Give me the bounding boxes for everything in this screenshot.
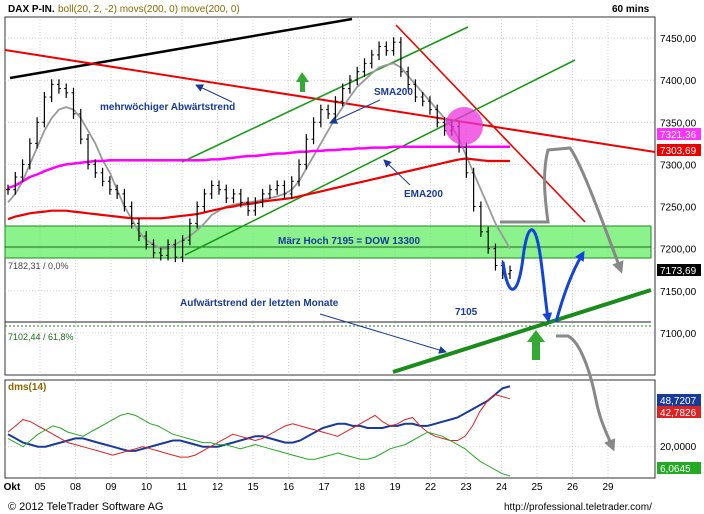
x-axis: Okt 05 08 09 10 11 12 15 16 17 18 19 22 23 24 25 26 29: [4, 482, 614, 493]
ema200-line: [7, 157, 510, 221]
support-zone: [4, 225, 652, 259]
blue-projection-path: [501, 228, 553, 323]
price-y-tick: 7150,00: [660, 287, 697, 298]
sma200-label: SMA200: [374, 87, 413, 98]
x-tick-label: 09: [105, 482, 117, 493]
green-channel-upper: [181, 26, 469, 163]
x-tick-label: 23: [460, 482, 472, 493]
x-tick-label: 29: [602, 482, 614, 493]
zone-label: März Hoch 7195 = DOW 13300: [278, 236, 420, 247]
price-y-tick: 7450,00: [660, 34, 697, 45]
last-price-tag-text: 7173,69: [660, 266, 697, 277]
uptrend-pointer: [319, 313, 447, 354]
x-tick-label: 15: [247, 482, 259, 493]
x-tick-label: 05: [34, 482, 46, 493]
x-tick-label: 25: [531, 482, 543, 493]
dms-di-minus-line: [7, 412, 511, 477]
x-tick-label: 10: [141, 482, 153, 493]
sma200-pointer: [329, 99, 381, 124]
source-url[interactable]: http://professional.teletrader.com/: [504, 502, 652, 513]
price-y-tick: 7200,00: [660, 245, 697, 256]
dms-green-tag: 6,0645: [657, 462, 701, 475]
price-y-tick: 7350,00: [660, 118, 697, 129]
x-tick-label: 22: [425, 482, 437, 493]
instrument-label: DAX P-IN.: [8, 4, 55, 15]
x-tick-label: 19: [389, 482, 401, 493]
indicators-label: boll(20, 2, -2) movs(200, 0) move(200, 0…: [58, 4, 240, 15]
price-y-tick: 7400,00: [660, 76, 697, 87]
black-trend-line: [9, 17, 353, 80]
bollinger-line: [7, 62, 511, 250]
dms-blue-tag: 48,7207: [657, 394, 701, 407]
green-uptrend-line: [392, 288, 652, 374]
price-y-tick: 7100,00: [660, 329, 697, 340]
sma-price-tag: 7321,36: [657, 128, 701, 141]
green-up-arrow-small: [296, 72, 309, 92]
price-y-tick: 7300,00: [660, 160, 697, 171]
dms-tick-20: 20,0000: [660, 442, 697, 453]
x-tick-label: 24: [496, 482, 508, 493]
x-tick-label: 16: [283, 482, 295, 493]
price-y-axis: 7450,00 7400,00 7350,00 7300,00 7250,00 7200,…: [660, 34, 697, 340]
x-tick-label: 18: [354, 482, 366, 493]
fib-label-0: 7182,31 / 0,0%: [8, 261, 69, 271]
ema-price-tag: 7303,69: [657, 144, 701, 157]
ema200-pointer: [383, 159, 411, 186]
ema200-label: EMA200: [404, 189, 443, 200]
level-7105-label: 7105: [455, 307, 478, 318]
sma-price-tag-text: 7321,36: [660, 130, 697, 141]
gray-projection-upper: [500, 146, 624, 274]
x-tick-label: 11: [177, 482, 188, 493]
blue-projection-up: [554, 250, 585, 323]
gray-projection-lower: [556, 334, 616, 452]
x-tick-label: 17: [318, 482, 330, 493]
last-price-tag: 7173,69: [657, 264, 701, 277]
dms-blue-tag-text: 48,7207: [660, 396, 697, 407]
green-channel-mid: [184, 59, 576, 256]
sma200-line: [7, 145, 510, 190]
crossover-highlight: [445, 107, 483, 145]
downtrend-label: mehrwöchiger Abwärtstrend: [100, 102, 235, 113]
dms-red-tag: 42,7826: [657, 406, 701, 419]
copyright-text: © 2012 TeleTrader Software AG: [8, 501, 163, 513]
red-downtrend-line: [5, 49, 655, 153]
dms-red-tag-text: 42,7826: [660, 408, 697, 419]
uptrend-label: Aufwärtstrend der letzten Monate: [180, 298, 339, 309]
dms-di-plus-line: [7, 394, 511, 458]
dms-adx-line: [7, 385, 511, 452]
x-tick-label: 26: [567, 482, 579, 493]
green-up-arrow-large: [527, 330, 545, 360]
price-y-tick: 7250,00: [660, 203, 697, 214]
dms-green-tag-text: 6,0645: [660, 464, 691, 475]
ema-price-tag-text: 7303,69: [660, 146, 697, 157]
downtrend-pointer: [195, 84, 233, 103]
interval-label: 60 mins: [612, 4, 650, 15]
x-tick-label: 08: [70, 482, 82, 493]
dms-title: dms(14): [8, 382, 46, 393]
dms-panel-frame: [4, 379, 656, 479]
x-tick-label: Okt: [4, 482, 21, 493]
fib-label-618: 7102,44 / 61,8%: [8, 332, 74, 342]
red-steep-line: [395, 24, 586, 223]
x-tick-label: 12: [212, 482, 224, 493]
